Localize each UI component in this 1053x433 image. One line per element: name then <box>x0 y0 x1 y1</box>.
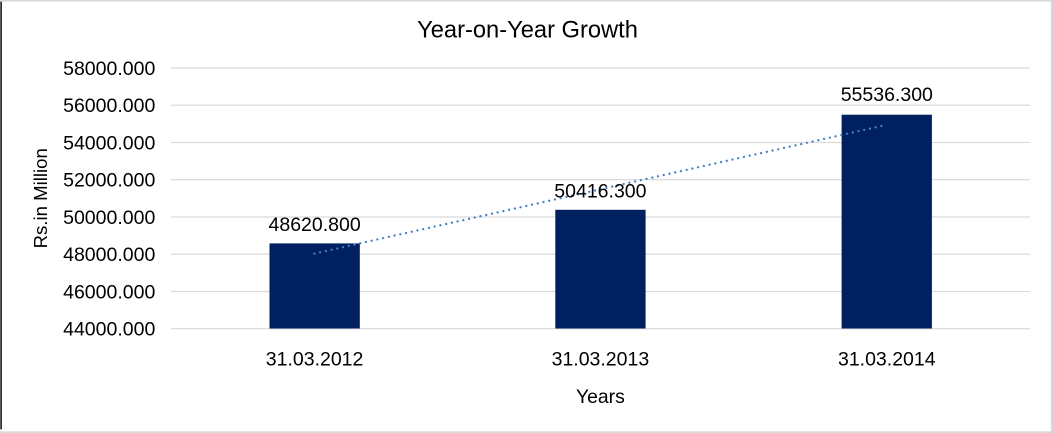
svg-text:Rs.in Million: Rs.in Million <box>30 148 51 248</box>
svg-text:46000.000: 46000.000 <box>63 281 155 303</box>
svg-text:52000.000: 52000.000 <box>63 170 155 192</box>
svg-text:31.03.2013: 31.03.2013 <box>552 349 650 371</box>
svg-text:50000.000: 50000.000 <box>63 207 155 229</box>
svg-text:58000.000: 58000.000 <box>63 58 155 80</box>
svg-text:56000.000: 56000.000 <box>63 95 155 117</box>
svg-text:31.03.2014: 31.03.2014 <box>838 349 936 371</box>
svg-text:44000.000: 44000.000 <box>63 319 155 341</box>
svg-text:31.03.2012: 31.03.2012 <box>266 349 364 371</box>
svg-text:50416.300: 50416.300 <box>554 180 646 202</box>
svg-text:48000.000: 48000.000 <box>63 244 155 266</box>
svg-text:Year-on-Year Growth: Year-on-Year Growth <box>417 18 638 44</box>
svg-text:Years: Years <box>576 386 625 408</box>
svg-text:54000.000: 54000.000 <box>63 132 155 154</box>
svg-text:55536.300: 55536.300 <box>841 84 933 106</box>
svg-text:48620.800: 48620.800 <box>269 214 361 236</box>
